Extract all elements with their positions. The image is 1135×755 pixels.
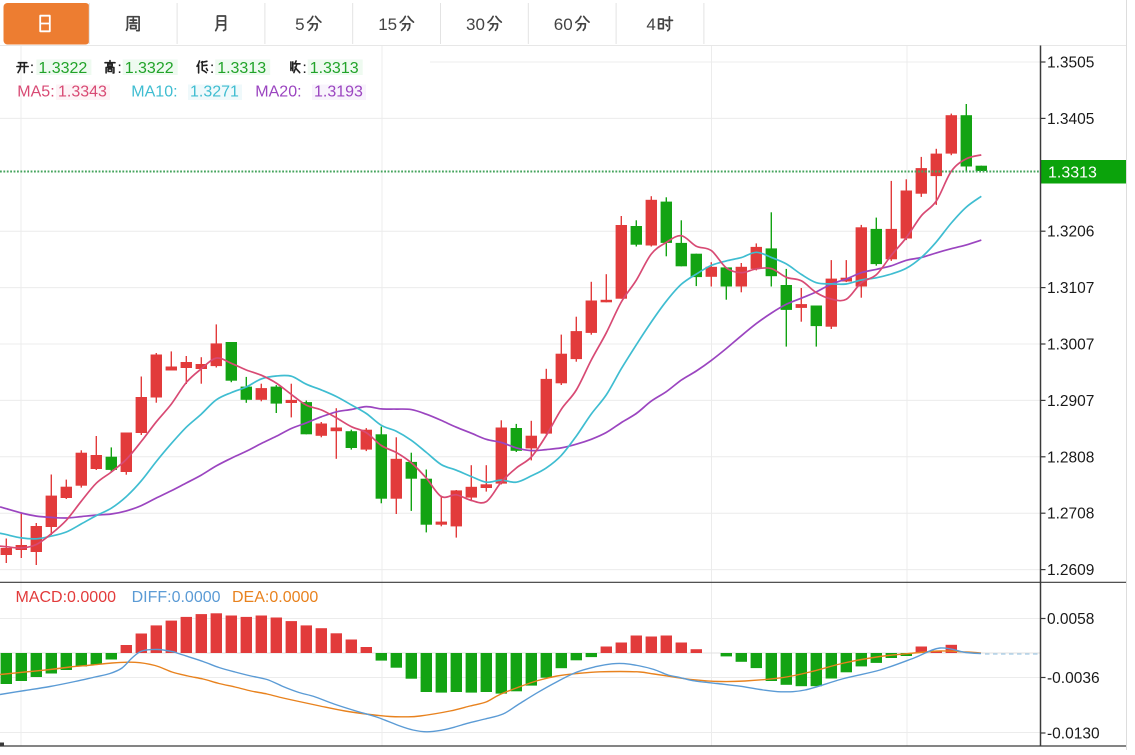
svg-text::: : <box>210 60 214 77</box>
svg-text:5: 5 <box>295 15 304 34</box>
svg-text:MA10:: MA10: <box>131 83 177 100</box>
svg-text::: : <box>117 60 121 77</box>
svg-text:1.3206: 1.3206 <box>1047 224 1094 241</box>
svg-text:1.3313: 1.3313 <box>310 60 359 77</box>
svg-text:1.3343: 1.3343 <box>58 83 107 100</box>
svg-text:1.3007: 1.3007 <box>1047 337 1094 354</box>
svg-text:1.3107: 1.3107 <box>1047 280 1094 297</box>
svg-text:1.2907: 1.2907 <box>1047 393 1094 410</box>
svg-text:1.3271: 1.3271 <box>190 83 239 100</box>
svg-text:1.3193: 1.3193 <box>314 83 363 100</box>
svg-text:MACD:0.0000: MACD:0.0000 <box>16 589 117 606</box>
svg-text:1.3505: 1.3505 <box>1047 55 1094 72</box>
svg-text::: : <box>30 60 34 77</box>
svg-text:MA5:: MA5: <box>17 83 54 100</box>
svg-text:4: 4 <box>646 15 655 34</box>
svg-text:1.3322: 1.3322 <box>38 60 87 77</box>
svg-text:1.3313: 1.3313 <box>217 60 266 77</box>
svg-text:60: 60 <box>554 15 573 34</box>
svg-text:1.3313: 1.3313 <box>1048 165 1097 182</box>
svg-text:MA20:: MA20: <box>255 83 301 100</box>
svg-text:1.3322: 1.3322 <box>125 60 174 77</box>
svg-text:DEA:0.0000: DEA:0.0000 <box>232 589 318 606</box>
svg-text:30: 30 <box>466 15 485 34</box>
svg-text:0.0058: 0.0058 <box>1047 611 1094 628</box>
svg-text::: : <box>302 60 306 77</box>
svg-text:1.2609: 1.2609 <box>1047 562 1094 579</box>
svg-text:1.3405: 1.3405 <box>1047 111 1094 128</box>
svg-text:-0.0036: -0.0036 <box>1047 670 1100 687</box>
svg-text:15: 15 <box>378 15 397 34</box>
svg-text:-0.0130: -0.0130 <box>1047 726 1100 743</box>
svg-text:1.2808: 1.2808 <box>1047 449 1094 466</box>
svg-text:1.2708: 1.2708 <box>1047 506 1094 523</box>
svg-text:DIFF:0.0000: DIFF:0.0000 <box>132 589 221 606</box>
